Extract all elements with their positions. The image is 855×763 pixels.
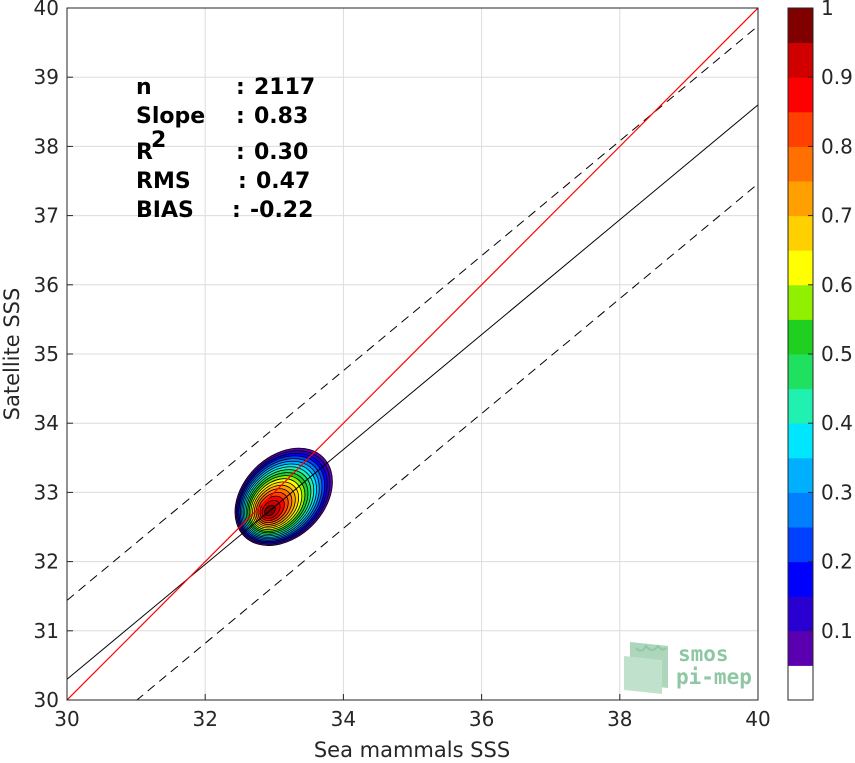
colorbar-tick-label: 0.6: [821, 273, 853, 297]
y-tick-label: 39: [34, 65, 59, 89]
y-tick-label: 31: [34, 619, 59, 643]
y-tick-label: 30: [34, 688, 59, 712]
y-tick-label: 34: [34, 411, 59, 435]
x-tick-label: 38: [607, 707, 632, 731]
colorbar-segment: [788, 388, 813, 424]
y-tick-label: 36: [34, 273, 59, 297]
colorbar-tick-label: 0.7: [821, 204, 853, 228]
colorbar-segment: [788, 354, 813, 390]
stat-label: Slope: [136, 104, 205, 129]
colorbar-tick-label: 0.2: [821, 550, 853, 574]
x-tick-label: 34: [331, 707, 356, 731]
colorbar-segment: [788, 319, 813, 355]
y-axis: 30 31 32 33 34 35 36 37 38 39 40: [34, 0, 73, 712]
y-tick-label: 32: [34, 550, 59, 574]
stat-value: 0.47: [256, 169, 310, 194]
colorbar-segment: [788, 8, 813, 44]
colorbar-segment: [788, 665, 813, 701]
colorbar-tick-label: 0.9: [821, 65, 853, 89]
stats-panel: n: 2117 Slope: 0.83 R2: 0.30 RMS: 0.47 BIAS:…: [136, 75, 315, 223]
stat-label: R: [136, 140, 153, 165]
grid: [66, 7, 759, 701]
colorbar-segment: [788, 457, 813, 493]
stat-superscript: 2: [151, 128, 166, 153]
y-tick-label: 40: [34, 0, 59, 20]
stat-separator: :: [236, 75, 245, 100]
colorbar-segment: [788, 77, 813, 113]
colorbar-segment: [788, 111, 813, 147]
colorbar-segment: [788, 492, 813, 528]
colorbar-tick-label: 0.5: [821, 342, 853, 366]
logo-line1: smos: [678, 642, 729, 666]
x-tick-label: 40: [745, 707, 770, 731]
stat-label: RMS: [136, 169, 191, 194]
colorbar-segment: [788, 561, 813, 597]
stat-separator: :: [236, 104, 245, 129]
y-tick-label: 33: [34, 480, 59, 504]
colorbar-segment: [788, 42, 813, 78]
x-axis-label: Sea mammals SSS: [314, 738, 510, 762]
smos-pi-mep-logo: smos pi-mep: [624, 642, 752, 694]
colorbar-tick-label: 1: [821, 0, 834, 20]
colorbar-segment: [788, 181, 813, 217]
fit-line: [67, 104, 758, 680]
x-axis: 30 32 34 36 38 40: [54, 694, 771, 731]
colorbar-tick-label: 0.1: [821, 619, 853, 643]
colorbar-segment: [788, 146, 813, 182]
density-contours: [234, 447, 333, 546]
x-tick-label: 36: [469, 707, 494, 731]
stat-separator: :: [238, 169, 247, 194]
stat-value: 0.83: [254, 104, 308, 129]
y-tick-label: 38: [34, 134, 59, 158]
colorbar-tick-label: 0.8: [821, 134, 853, 158]
colorbar-segment: [788, 250, 813, 286]
y-axis-label: Satellite SSS: [0, 288, 24, 421]
x-tick-label: 32: [192, 707, 217, 731]
colorbar-tick-label: 0.4: [821, 411, 853, 435]
stat-label: BIAS: [136, 198, 194, 223]
logo-graphic: [624, 642, 668, 694]
stat-separator: :: [232, 198, 241, 223]
y-tick-label: 35: [34, 342, 59, 366]
colorbar-segment: [788, 630, 813, 666]
colorbar-segment: [788, 215, 813, 251]
stat-value: 2117: [254, 75, 315, 100]
one-to-one-line: [67, 8, 758, 700]
stat-value: 0.30: [254, 140, 308, 165]
stat-label: n: [136, 75, 152, 100]
colorbar-segment: [788, 284, 813, 320]
colorbar-tick-label: 0.3: [821, 480, 853, 504]
colorbar-segment: [788, 596, 813, 632]
stat-separator: :: [236, 140, 245, 165]
regression-lines: [67, 8, 758, 700]
stat-value: -0.22: [250, 198, 313, 223]
y-tick-label: 37: [34, 204, 59, 228]
x-tick-label: 30: [54, 707, 79, 731]
colorbar: 0.1 0.2 0.3 0.4 0.5 0.6 0.7 0.8 0.9 1: [787, 0, 853, 701]
colorbar-segment: [788, 527, 813, 563]
colorbar-segment: [788, 423, 813, 459]
logo-line2: pi-mep: [676, 665, 752, 689]
